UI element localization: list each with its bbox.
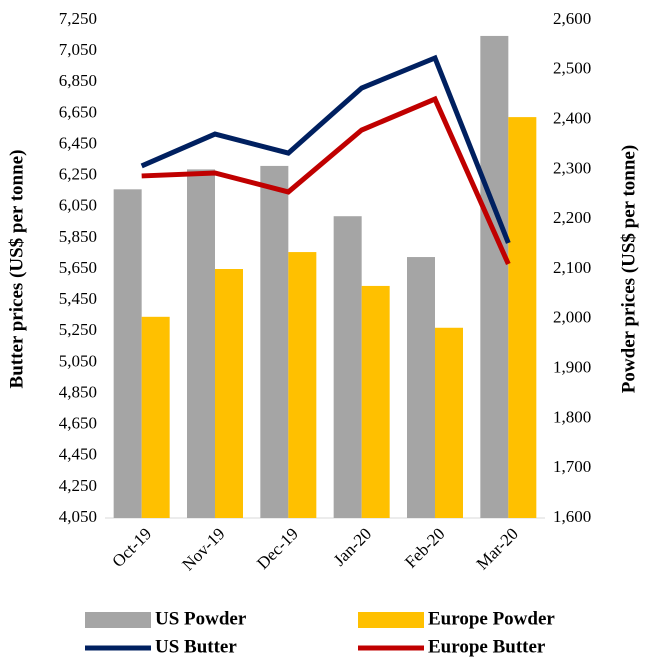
y-tick-label: 4,650 xyxy=(59,414,97,433)
legend-label: Europe Butter xyxy=(428,636,546,657)
y2-tick-label: 1,900 xyxy=(553,358,591,377)
legend-label: US Powder xyxy=(155,608,247,629)
bar xyxy=(361,285,390,518)
bar xyxy=(407,257,435,518)
bar xyxy=(141,316,170,518)
line xyxy=(140,54,511,244)
y-tick-label: 6,050 xyxy=(59,196,97,215)
y2-axis-title: Powder prices (US$ per tonne) xyxy=(618,145,639,393)
x-tick-label: Mar-20 xyxy=(473,524,522,573)
x-tick-label: Jan-20 xyxy=(330,524,375,569)
y-tick-label: 7,250 xyxy=(59,9,97,28)
x-tick-label: Dec-19 xyxy=(253,524,302,573)
y2-tick-label: 1,700 xyxy=(553,457,591,476)
bar xyxy=(113,189,142,518)
legend-swatch xyxy=(358,612,424,628)
y-tick-label: 6,850 xyxy=(59,71,97,90)
x-tick-label: Nov-19 xyxy=(178,524,228,574)
y-tick-label: 7,050 xyxy=(59,40,97,59)
y2-tick-label: 2,600 xyxy=(553,9,591,28)
y2-tick-label: 1,600 xyxy=(553,507,591,526)
legend-swatch xyxy=(85,612,151,628)
bar xyxy=(508,117,537,519)
y2-tick-label: 2,200 xyxy=(553,208,591,227)
y2-tick-label: 1,800 xyxy=(553,407,591,426)
y2-tick-label: 2,500 xyxy=(553,59,591,78)
y-tick-label: 5,850 xyxy=(59,227,97,246)
y-tick-label: 6,650 xyxy=(59,102,97,121)
bar xyxy=(288,252,317,518)
legend-label: Europe Powder xyxy=(428,608,555,629)
bar xyxy=(480,35,509,518)
bar xyxy=(187,169,215,518)
y2-tick-label: 2,100 xyxy=(553,258,591,277)
bar xyxy=(260,165,289,518)
y-tick-label: 4,050 xyxy=(59,507,97,526)
bar xyxy=(215,269,243,518)
x-tick-label: Oct-19 xyxy=(108,524,155,571)
y-tick-label: 5,250 xyxy=(59,320,97,339)
y-tick-label: 4,450 xyxy=(59,445,97,464)
y-tick-label: 5,050 xyxy=(59,351,97,370)
y-tick-label: 4,250 xyxy=(59,476,97,495)
bar xyxy=(435,327,463,518)
x-tick-label: Feb-20 xyxy=(401,524,448,571)
y-tick-label: 5,650 xyxy=(59,258,97,277)
y-tick-label: 4,850 xyxy=(59,382,97,401)
bar xyxy=(333,216,362,518)
line xyxy=(141,95,511,266)
y-tick-label: 6,250 xyxy=(59,165,97,184)
y-tick-label: 6,450 xyxy=(59,133,97,152)
y2-tick-label: 2,300 xyxy=(553,158,591,177)
legend-label: US Butter xyxy=(155,636,237,657)
y2-tick-label: 2,000 xyxy=(553,308,591,327)
y2-tick-label: 2,400 xyxy=(553,109,591,128)
y-axis-title: Butter prices (US$ per tonne) xyxy=(6,150,27,389)
y-tick-label: 5,450 xyxy=(59,289,97,308)
